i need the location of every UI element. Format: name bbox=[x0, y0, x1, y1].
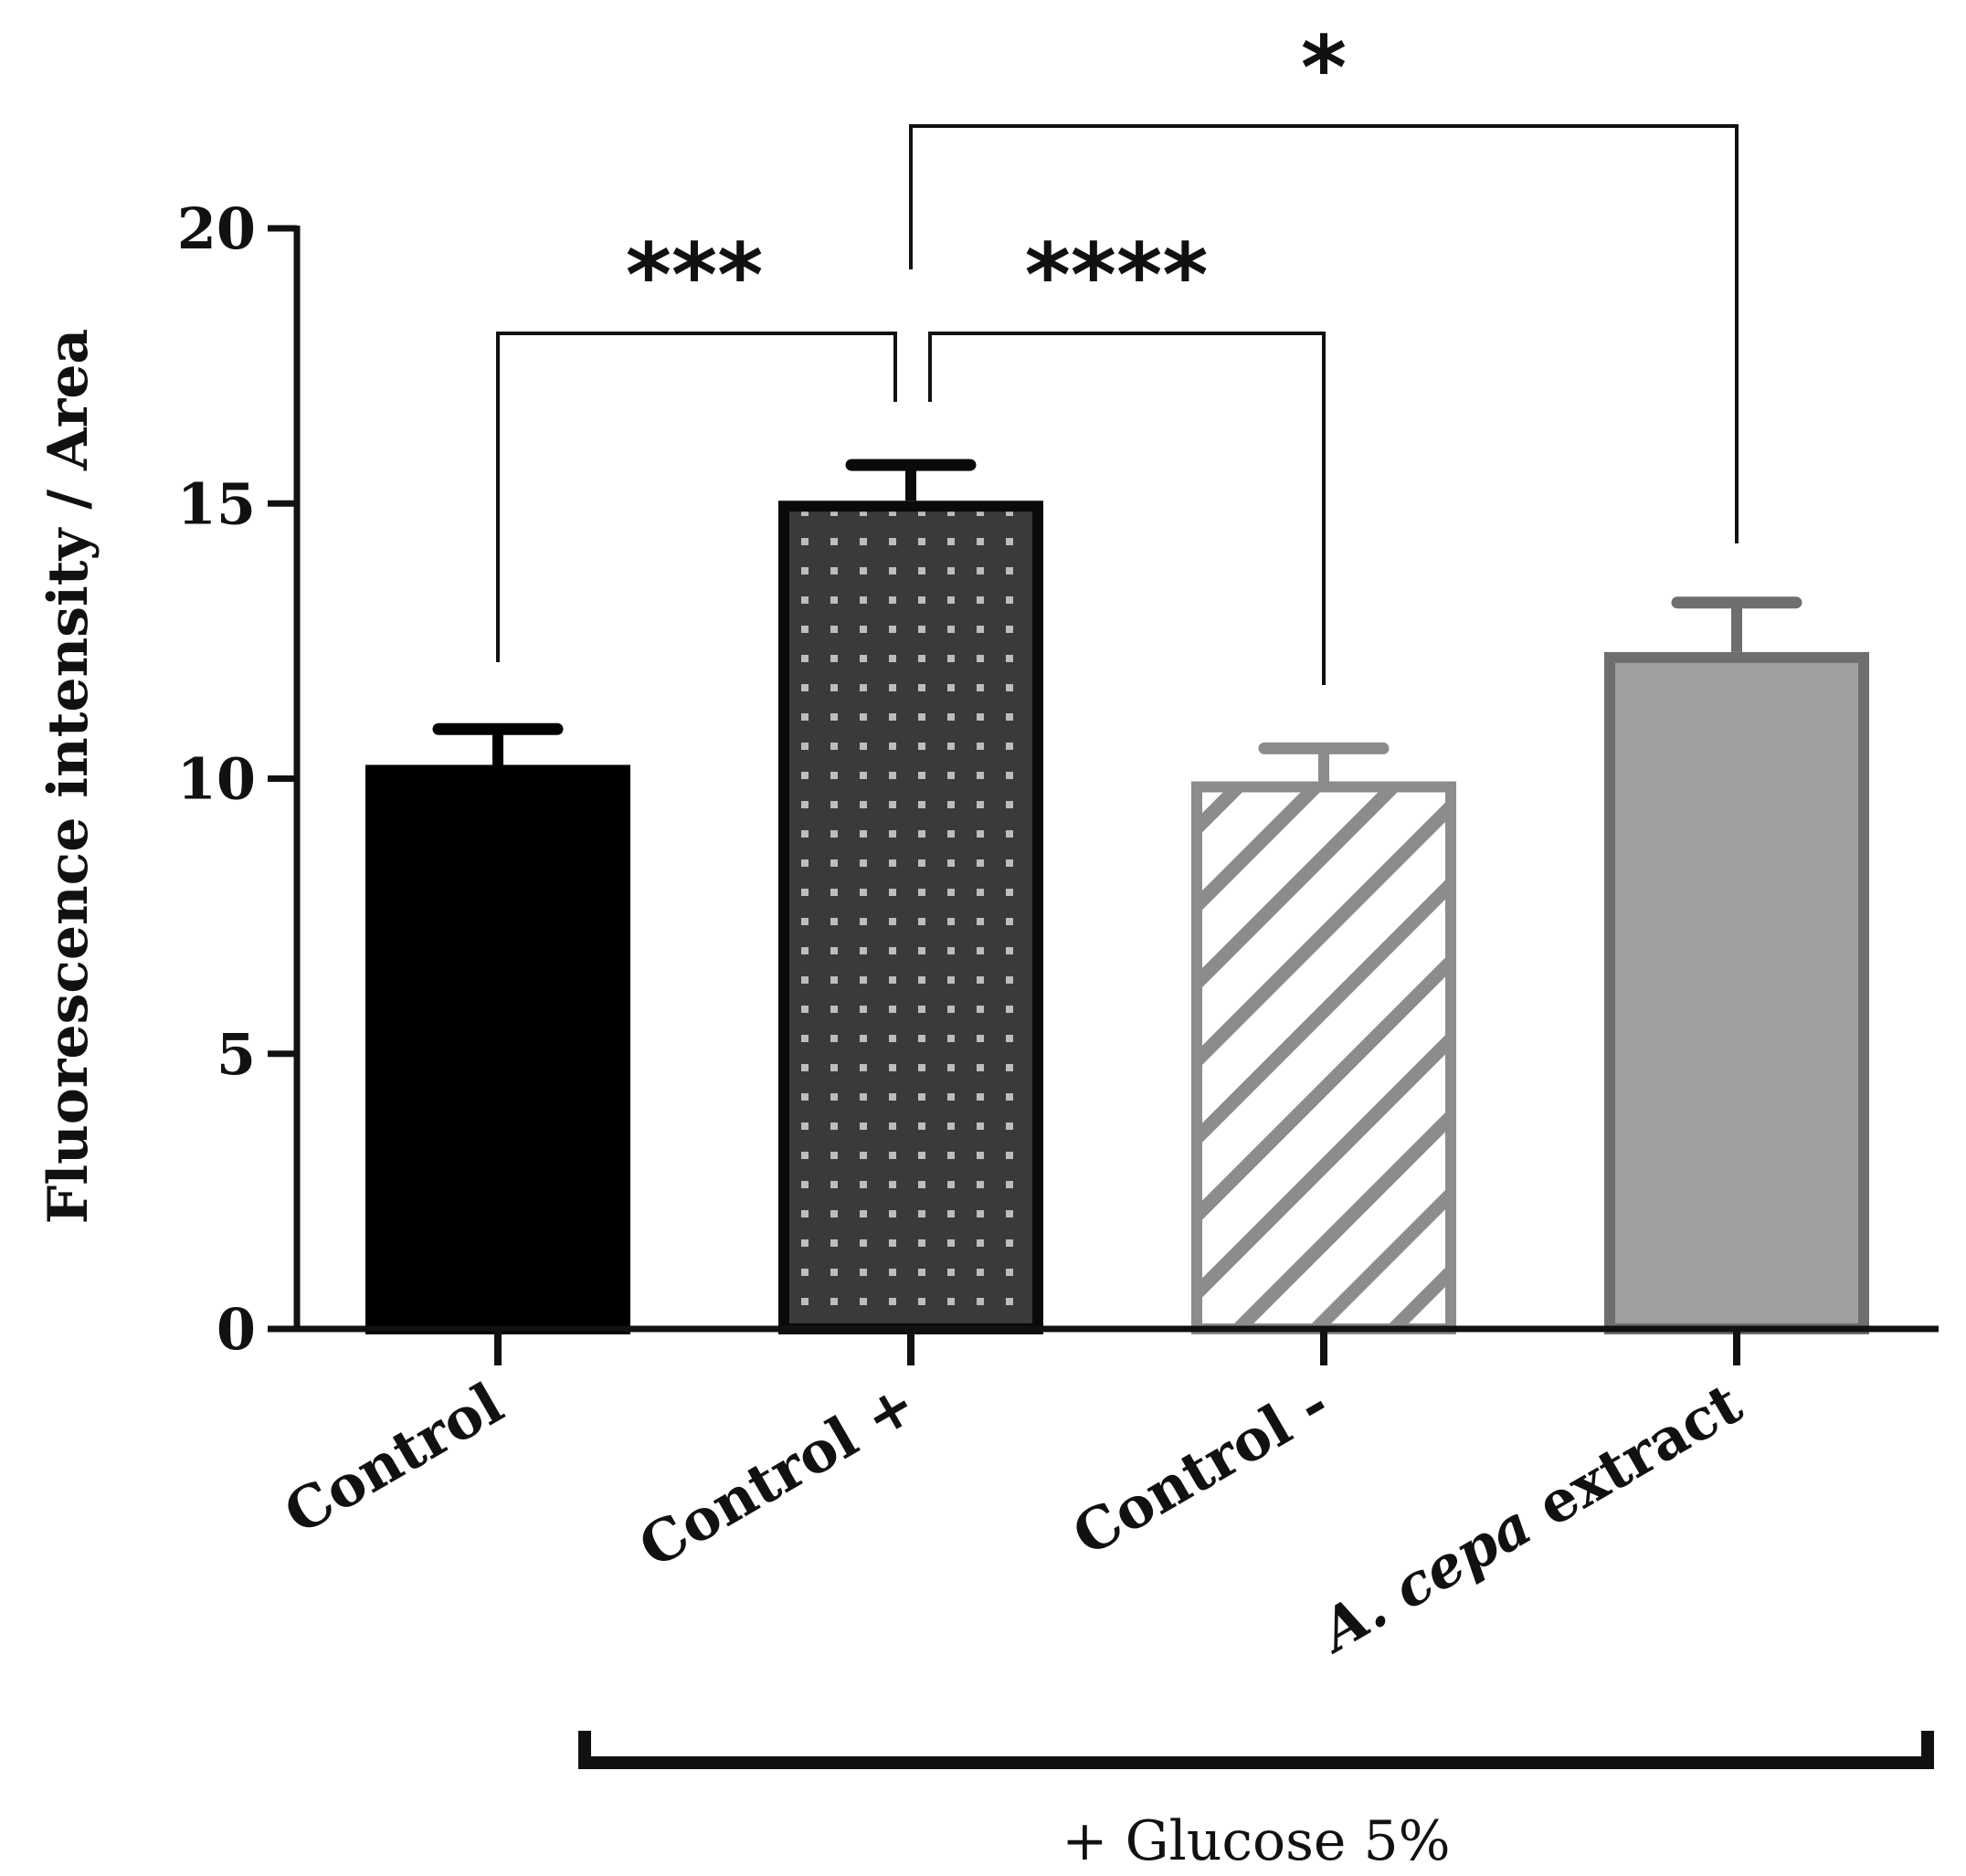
y-tick-label-0: 0 bbox=[217, 1296, 256, 1363]
bar-2 bbox=[1191, 781, 1456, 1334]
y-tick-label-3: 15 bbox=[177, 470, 256, 537]
glucose-group-label: + Glucose 5% bbox=[1062, 1809, 1450, 1873]
significance-bracket-0 bbox=[496, 332, 897, 662]
significance-label-0: *** bbox=[626, 225, 764, 327]
y-axis-title: Fluorescence intensity / Area bbox=[37, 329, 100, 1225]
bar-0 bbox=[365, 764, 630, 1334]
y-tick-label-1: 5 bbox=[217, 1021, 256, 1088]
category-label-2: Control - bbox=[1062, 1370, 1339, 1569]
significance-label-1: **** bbox=[1025, 225, 1209, 327]
category-label-1: Control + bbox=[628, 1370, 926, 1581]
significance-label-2: * bbox=[1301, 17, 1347, 120]
bar-3 bbox=[1604, 651, 1869, 1334]
significance-bracket-1 bbox=[928, 332, 1326, 685]
y-tick-label-2: 10 bbox=[177, 746, 256, 813]
y-tick-label-4: 20 bbox=[177, 195, 256, 262]
category-label-3: A. cepa extract bbox=[1305, 1370, 1753, 1667]
significance-bracket-2 bbox=[909, 124, 1739, 543]
bar-1 bbox=[778, 501, 1043, 1334]
category-label-0: Control bbox=[273, 1370, 513, 1547]
glucose-group-bracket bbox=[578, 1731, 1934, 1769]
